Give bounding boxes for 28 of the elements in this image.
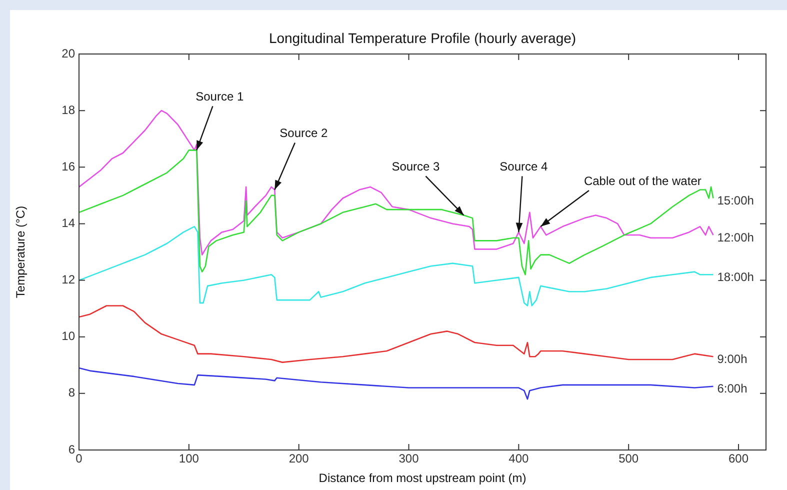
y-tick-label: 16 [62,159,76,174]
annotation: Source 2 [280,126,328,140]
annotation: Source 4 [500,160,548,174]
series-label: 6:00h [717,382,748,396]
y-tick-label: 20 [62,46,76,60]
y-tick-label: 14 [62,216,76,230]
x-axis-title: Distance from most upstream point (m) [318,471,526,486]
annotation: Cable out of the water [584,174,702,188]
x-tick-label: 500 [618,452,639,466]
x-tick-label: 600 [728,452,749,466]
x-tick-label: 100 [178,452,200,466]
x-tick-label: 200 [288,452,310,466]
y-tick-label: 12 [62,272,76,287]
chart-title: Longitudinal Temperature Profile (hourly average) [268,30,576,46]
series-label: 15:00h [717,194,754,208]
annotation: Source 3 [392,160,440,174]
y-axis-title: Temperature (°C) [14,206,28,298]
x-tick-label: 300 [398,452,420,466]
series-label: 12:00h [717,230,754,244]
x-tick-label: 400 [508,452,530,466]
series-label: 9:00h [717,352,748,366]
series-label: 18:00h [717,270,754,284]
y-tick-label: 18 [62,102,76,117]
y-tick-label: 10 [62,329,76,344]
annotation: Source 1 [196,89,244,104]
x-tick-label: 0 [76,452,83,466]
y-tick-label: 8 [68,386,76,400]
y-tick-label: 6 [68,442,76,456]
